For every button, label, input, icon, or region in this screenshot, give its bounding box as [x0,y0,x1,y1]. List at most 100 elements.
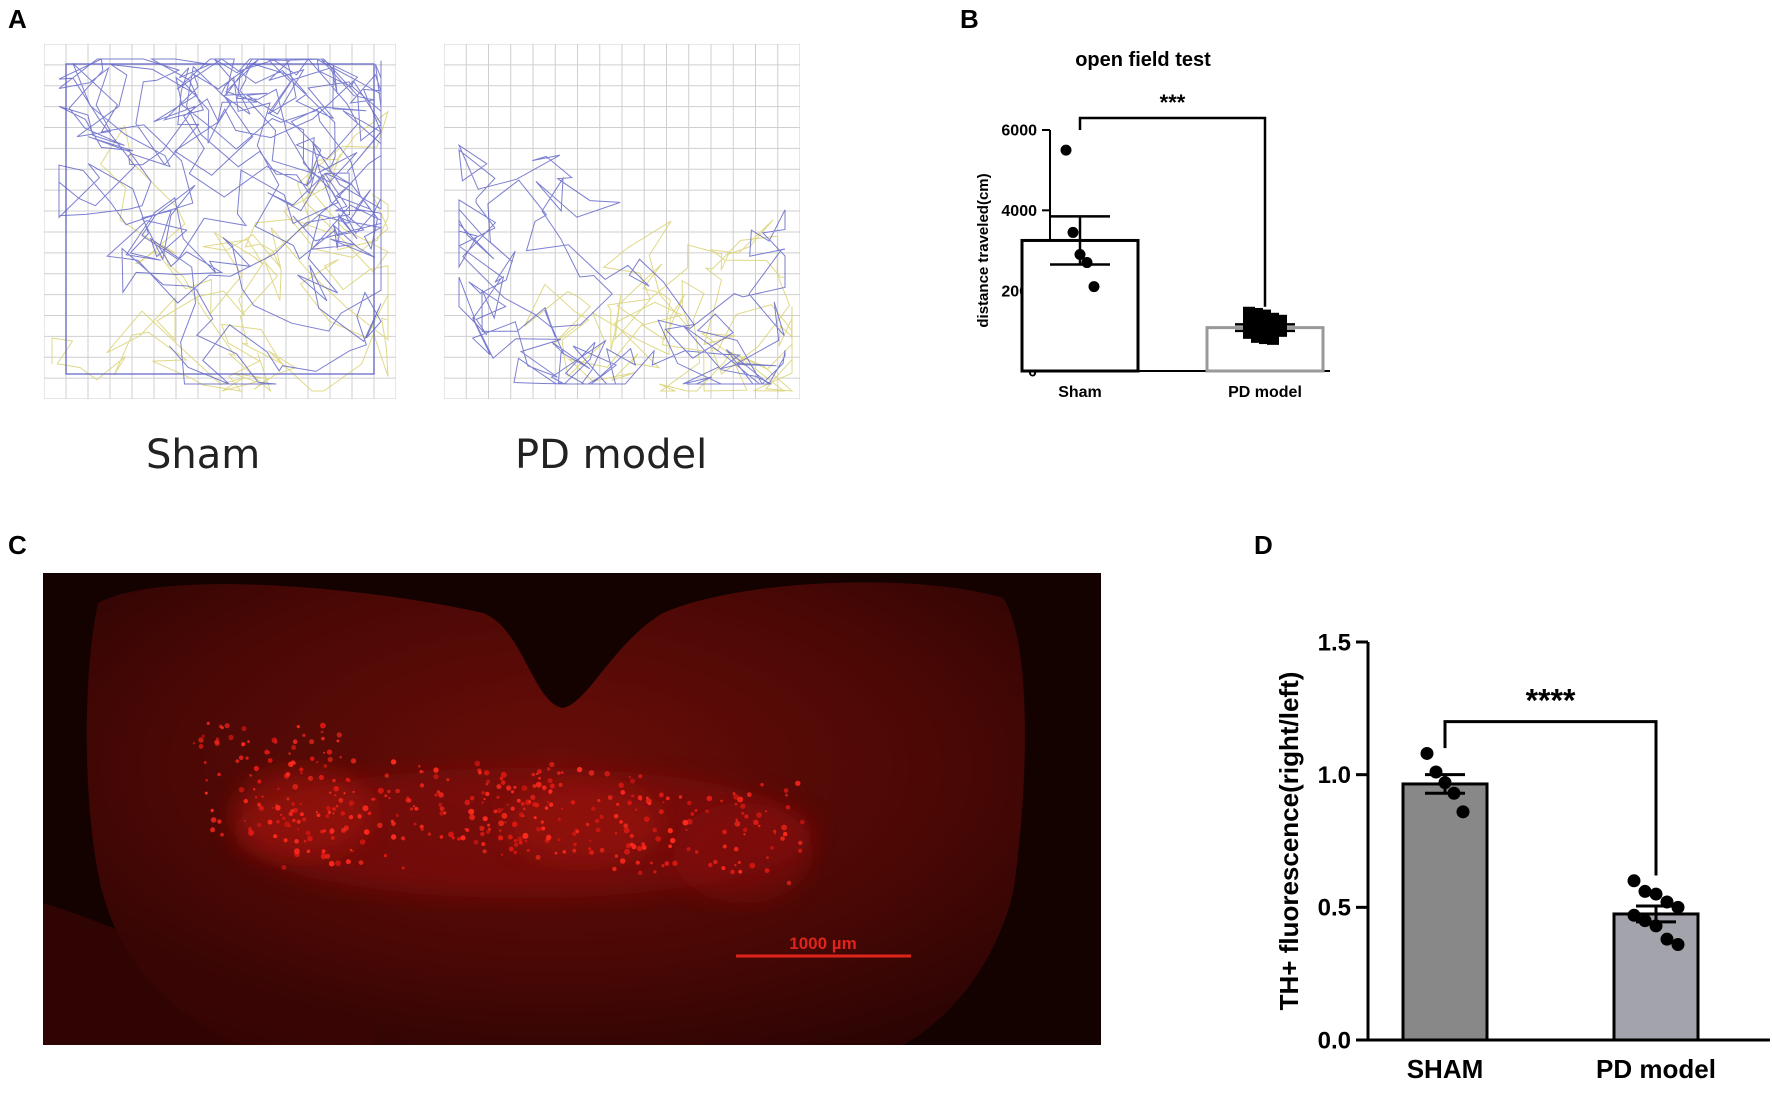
th-positive-cell [743,833,746,836]
th-positive-cell [217,819,222,824]
th-positive-cell [722,829,727,835]
th-positive-cell [522,814,525,818]
th-positive-cell [327,810,332,815]
th-positive-cell [277,787,280,791]
th-positive-cell [721,866,726,871]
th-positive-cell [496,784,502,790]
th-positive-cell [665,796,670,801]
th-positive-cell [336,739,340,743]
th-positive-cell [330,835,335,840]
th-positive-cell [323,751,326,754]
th-positive-cell [607,795,613,800]
tissue-lower-band [43,903,373,1045]
th-positive-cell [678,795,683,799]
arena-frame [65,63,375,375]
th-positive-cell [282,816,286,821]
th-positive-cell [510,790,515,794]
th-positive-cell [405,797,411,803]
th-positive-cell [513,839,518,843]
th-positive-cell [483,797,486,801]
th-positive-cell [557,817,561,821]
th-positive-cell [541,826,546,831]
th-positive-cell [798,848,803,853]
data-point [1649,919,1663,933]
bar-pd-model [1612,912,1700,1042]
th-positive-cell [548,802,554,807]
th-positive-cell [465,828,470,832]
th-positive-cell [627,800,632,806]
th-positive-cell [638,774,643,779]
th-positive-cell [634,808,638,812]
th-positive-cell [245,756,249,760]
th-positive-cell [469,814,475,821]
th-positive-cell [572,848,577,853]
th-positive-cell [206,721,210,725]
data-point [1081,257,1093,269]
th-positive-cell [526,848,530,853]
th-positive-cell [352,790,355,793]
th-positive-cell [599,814,604,819]
th-positive-cell [740,803,746,809]
th-positive-cell [760,783,764,787]
th-positive-cell [288,811,293,817]
th-positive-cell [557,771,561,775]
th-positive-cell [243,798,248,804]
data-point [1638,884,1652,898]
th-positive-cell [482,849,487,854]
th-positive-cell [613,813,619,819]
th-positive-cell [630,778,636,784]
th-positive-cell [359,839,366,845]
th-positive-cell [535,854,541,860]
th-positive-cell [320,722,326,729]
th-positive-cell [438,792,444,798]
data-point [1638,914,1652,928]
th-positive-cell [214,739,220,745]
th-positive-cell [438,802,443,807]
category-label: SHAM [1407,1054,1484,1084]
th-positive-cell [377,822,383,828]
th-positive-cell [536,826,541,832]
th-positive-cell [652,827,657,833]
th-positive-cell [597,798,601,803]
track-path-blue [457,143,786,385]
th-positive-cell [528,800,532,804]
pd-model-caption: PD model [515,432,708,478]
th-positive-cell [288,752,291,755]
th-positive-cell [637,870,643,876]
th-positive-cell [300,812,304,817]
th-positive-cell [798,840,803,846]
th-positive-cell [625,843,631,849]
th-positive-cell [629,842,635,847]
th-positive-cell [624,848,630,855]
data-point [1420,746,1434,760]
th-positive-cell [332,778,336,783]
th-positive-cell [619,858,626,864]
th-positive-cell [291,745,297,750]
th-positive-cell [570,800,576,805]
th-positive-cell [516,798,521,803]
th-positive-cell [499,776,504,781]
th-positive-cell [562,850,567,854]
th-positive-cell [261,795,264,798]
th-positive-cell [439,806,445,812]
data-point [1438,776,1452,790]
th-positive-cell [224,723,230,729]
th-positive-cell [765,810,768,813]
th-positive-cell [294,848,300,855]
th-positive-cell [307,775,314,781]
th-positive-cell [204,791,208,795]
th-positive-cell [460,835,466,841]
th-positive-cell [481,842,486,847]
th-positive-cell [316,813,321,818]
data-point [1074,249,1086,261]
th-positive-cell [253,788,256,791]
th-positive-cell [485,791,490,797]
th-positive-cell [220,832,224,837]
th-positive-cell [238,787,245,793]
sham-track-plot [43,43,397,400]
th-positive-cell [286,797,290,801]
th-positive-cell [228,734,234,741]
th-positive-cell [315,811,318,814]
th-positive-cell [439,811,445,816]
th-positive-cell [641,845,647,850]
